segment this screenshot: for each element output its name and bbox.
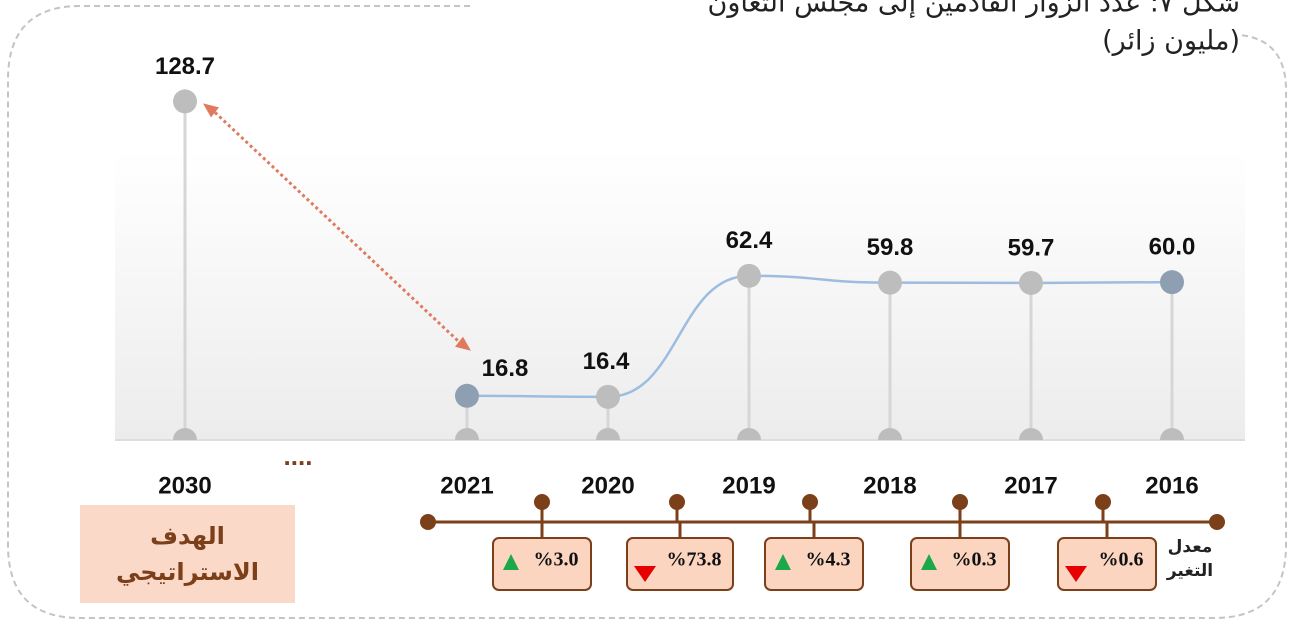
target-arrow — [213, 111, 461, 343]
chart-title: شكل ٧: عدد الزوار القادمين إلى مجلس التع… — [708, 0, 1240, 19]
data-label: 59.8 — [867, 234, 914, 261]
change-label: %4.3 — [806, 549, 851, 571]
change-dot — [669, 494, 685, 510]
point — [878, 270, 902, 295]
point — [173, 89, 197, 114]
stem-foot — [173, 428, 197, 440]
target-box — [80, 505, 295, 603]
change-box — [626, 537, 734, 591]
change-up — [921, 554, 937, 570]
point — [596, 384, 620, 409]
stem-foot — [737, 428, 761, 440]
frame — [7, 5, 1287, 619]
point — [1160, 270, 1184, 295]
change-line-end — [420, 514, 436, 530]
target-wrap: الهدف الاستراتيجي — [115, 522, 260, 586]
gap-dots: .... — [284, 441, 313, 471]
arrow-head — [203, 103, 219, 118]
change-label: %3.0 — [534, 549, 579, 571]
change-dot — [952, 494, 968, 510]
change-label: %73.8 — [667, 549, 722, 571]
stem-foot — [1019, 428, 1043, 440]
change-label: %0.6 — [1099, 549, 1144, 571]
plot-background — [115, 150, 1245, 440]
change-box — [492, 537, 592, 591]
point — [455, 383, 479, 408]
stem-foot — [455, 428, 479, 440]
target-label: الهدف الاستراتيجي — [115, 522, 260, 586]
change-down — [634, 566, 656, 582]
change-label: %0.3 — [952, 549, 997, 571]
stem-foot — [1160, 428, 1184, 440]
data-label: 59.7 — [1008, 234, 1055, 261]
change-box — [764, 537, 864, 591]
data-label: 16.4 — [583, 348, 630, 375]
change-title: معدل التغير — [1166, 537, 1214, 581]
stem-foot — [878, 428, 902, 440]
data-label: 16.8 — [482, 355, 529, 382]
point — [737, 263, 761, 288]
data-label: 60.0 — [1149, 233, 1196, 260]
change-box — [1057, 537, 1157, 591]
data-label: 62.4 — [726, 227, 773, 254]
change-dot — [1095, 494, 1111, 510]
x-tick-label: 2020 — [581, 472, 634, 499]
point — [1019, 270, 1043, 295]
x-tick-label: 2017 — [1004, 472, 1057, 499]
stem-foot — [596, 428, 620, 440]
arrow-head — [455, 336, 471, 351]
change-line-end — [1209, 514, 1225, 530]
x-tick-label: 2030 — [158, 472, 211, 499]
x-tick-label: 2018 — [863, 472, 916, 499]
change-up — [503, 554, 519, 570]
change-down — [1065, 566, 1087, 582]
change-dot — [534, 494, 550, 510]
chart-subtitle: (مليون زائر) — [1102, 26, 1240, 57]
x-tick-label: 2019 — [722, 472, 775, 499]
change-up — [775, 554, 791, 570]
change-box — [910, 537, 1010, 591]
x-tick-label: 2016 — [1145, 472, 1198, 499]
change-title-wrap: معدل التغير — [1166, 537, 1214, 581]
change-dot — [802, 494, 818, 510]
x-tick-label: 2021 — [440, 472, 493, 499]
data-label: 128.7 — [155, 53, 215, 80]
